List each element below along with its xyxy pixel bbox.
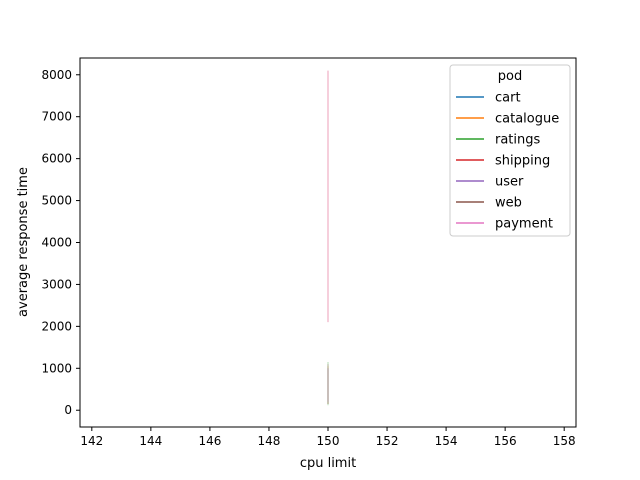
y-tick-label: 7000 [41,110,72,124]
y-tick-label: 8000 [41,68,72,82]
legend-items: cart catalogue ratings shipping user web payme… [456,91,559,232]
x-tick-label: 144 [139,434,162,448]
legend-label-user: user [495,175,524,190]
x-tick-label: 152 [376,434,399,448]
legend-label-catalogue: catalogue [495,112,559,127]
x-tick-label: 154 [435,434,458,448]
x-tick-label: 146 [198,434,221,448]
x-tick-label: 156 [494,434,517,448]
x-tick-label: 142 [80,434,103,448]
y-axis-label: average response time [16,167,31,317]
x-tick-label: 150 [317,434,340,448]
x-axis-label: cpu limit [300,456,356,471]
y-axis-ticks: 0 1000 2000 3000 4000 5000 6000 7000 8000 [41,68,80,417]
y-tick-label: 1000 [41,361,72,375]
legend: pod cart catalogue ratings shipping user web p… [449,64,571,237]
legend-box [449,64,571,237]
x-tick-label: 148 [257,434,280,448]
y-tick-label: 5000 [41,194,72,208]
legend-title: pod [498,69,522,84]
y-tick-label: 6000 [41,152,72,166]
legend-label-payment: payment [495,217,553,232]
y-tick-label: 3000 [41,277,72,291]
y-tick-label: 2000 [41,319,72,333]
legend-label-shipping: shipping [495,154,550,169]
legend-label-ratings: ratings [495,133,541,148]
x-tick-label: 158 [553,434,576,448]
x-axis-ticks: 142 144 146 148 150 152 154 156 158 [80,427,576,448]
y-tick-label: 0 [64,403,72,417]
y-tick-label: 4000 [41,236,72,250]
legend-label-web: web [495,196,522,211]
legend-label-cart: cart [495,91,521,106]
